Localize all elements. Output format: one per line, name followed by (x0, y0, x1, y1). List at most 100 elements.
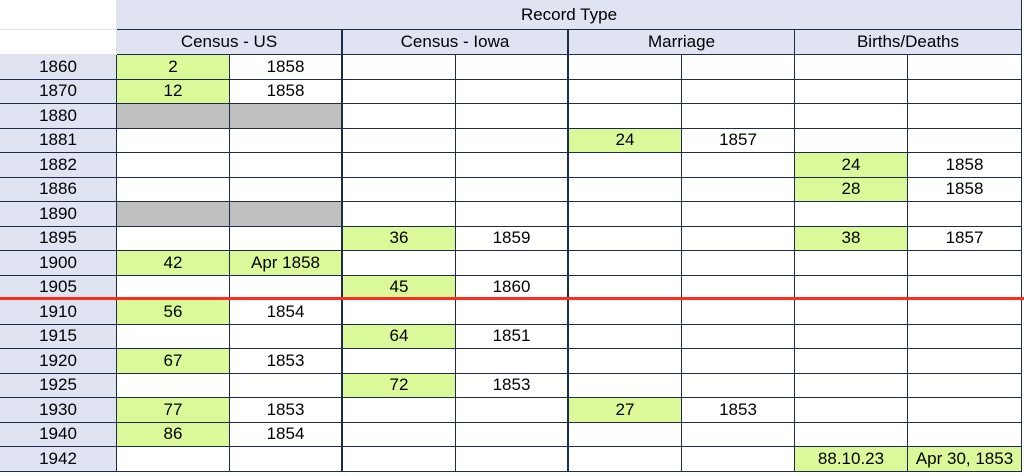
table-cell[interactable] (456, 104, 569, 129)
table-cell[interactable] (795, 55, 908, 80)
table-cell[interactable] (456, 300, 569, 325)
table-cell[interactable] (682, 104, 795, 129)
table-cell[interactable] (343, 55, 456, 80)
table-cell[interactable] (117, 373, 230, 398)
table-cell[interactable] (682, 226, 795, 251)
table-cell[interactable] (795, 300, 908, 325)
table-cell[interactable] (569, 422, 682, 447)
table-cell[interactable] (117, 128, 230, 153)
table-cell[interactable] (795, 324, 908, 349)
table-cell[interactable]: 24 (569, 128, 682, 153)
table-cell[interactable] (795, 398, 908, 423)
table-cell[interactable] (569, 177, 682, 202)
table-cell[interactable] (117, 153, 230, 178)
year-cell[interactable]: 1895 (0, 226, 117, 251)
group-header-marriage[interactable]: Marriage (569, 30, 795, 55)
table-cell[interactable] (908, 300, 1022, 325)
table-cell[interactable] (230, 177, 343, 202)
table-cell[interactable] (456, 79, 569, 104)
table-cell[interactable]: Apr 30, 1853 (908, 447, 1022, 472)
table-cell[interactable] (456, 349, 569, 374)
table-cell[interactable]: 1857 (682, 128, 795, 153)
table-cell[interactable]: Apr 1858 (230, 251, 343, 276)
table-cell[interactable] (117, 202, 230, 227)
table-cell[interactable] (682, 349, 795, 374)
year-cell[interactable]: 1860 (0, 55, 117, 80)
table-cell[interactable] (908, 202, 1022, 227)
table-cell[interactable] (343, 422, 456, 447)
table-cell[interactable] (230, 104, 343, 129)
table-cell[interactable] (117, 226, 230, 251)
table-cell[interactable]: 28 (795, 177, 908, 202)
table-cell[interactable] (682, 79, 795, 104)
table-cell[interactable]: 27 (569, 398, 682, 423)
group-header-census-iowa[interactable]: Census - Iowa (343, 30, 569, 55)
table-cell[interactable]: 24 (795, 153, 908, 178)
table-cell[interactable] (117, 447, 230, 472)
table-cell[interactable] (456, 128, 569, 153)
year-cell[interactable]: 1886 (0, 177, 117, 202)
year-cell[interactable]: 1925 (0, 373, 117, 398)
table-cell[interactable] (343, 398, 456, 423)
table-cell[interactable] (795, 349, 908, 374)
table-cell[interactable]: 56 (117, 300, 230, 325)
table-cell[interactable] (795, 104, 908, 129)
table-cell[interactable]: 1858 (908, 153, 1022, 178)
table-cell[interactable]: 1857 (908, 226, 1022, 251)
table-cell[interactable] (230, 324, 343, 349)
table-cell[interactable] (682, 153, 795, 178)
table-cell[interactable] (908, 104, 1022, 129)
table-cell[interactable] (908, 128, 1022, 153)
table-cell[interactable] (569, 300, 682, 325)
year-cell[interactable]: 1890 (0, 202, 117, 227)
table-cell[interactable]: 67 (117, 349, 230, 374)
table-cell[interactable] (908, 324, 1022, 349)
table-cell[interactable] (343, 202, 456, 227)
table-cell[interactable]: 36 (343, 226, 456, 251)
year-cell[interactable]: 1942 (0, 447, 117, 472)
table-cell[interactable]: 1853 (682, 398, 795, 423)
table-cell[interactable] (682, 447, 795, 472)
table-cell[interactable] (569, 104, 682, 129)
table-cell[interactable] (343, 79, 456, 104)
table-cell[interactable] (908, 398, 1022, 423)
year-cell[interactable]: 1881 (0, 128, 117, 153)
year-cell[interactable]: 1920 (0, 349, 117, 374)
table-cell[interactable] (343, 177, 456, 202)
table-cell[interactable]: 1858 (230, 79, 343, 104)
table-cell[interactable] (456, 55, 569, 80)
table-cell[interactable]: 2 (117, 55, 230, 80)
record-type-header[interactable]: Record Type (117, 0, 1022, 30)
table-cell[interactable] (230, 447, 343, 472)
table-cell[interactable] (795, 373, 908, 398)
table-cell[interactable]: 45 (343, 275, 456, 300)
table-cell[interactable] (343, 128, 456, 153)
table-cell[interactable] (795, 422, 908, 447)
table-cell[interactable] (456, 251, 569, 276)
table-cell[interactable] (569, 447, 682, 472)
table-cell[interactable] (117, 177, 230, 202)
group-header-census-us[interactable]: Census - US (117, 30, 343, 55)
table-cell[interactable] (908, 251, 1022, 276)
table-cell[interactable] (230, 128, 343, 153)
table-cell[interactable]: 1853 (230, 349, 343, 374)
corner-cell-2[interactable] (0, 30, 117, 55)
table-cell[interactable] (343, 447, 456, 472)
table-cell[interactable]: 1853 (456, 373, 569, 398)
year-cell[interactable]: 1910 (0, 300, 117, 325)
table-cell[interactable] (569, 55, 682, 80)
table-cell[interactable]: 12 (117, 79, 230, 104)
table-cell[interactable] (908, 373, 1022, 398)
table-cell[interactable] (230, 153, 343, 178)
table-cell[interactable]: 88.10.23 (795, 447, 908, 472)
table-cell[interactable] (456, 202, 569, 227)
table-cell[interactable] (682, 55, 795, 80)
table-cell[interactable] (117, 104, 230, 129)
table-cell[interactable] (343, 251, 456, 276)
group-header-births-deaths[interactable]: Births/Deaths (795, 30, 1022, 55)
table-cell[interactable]: 38 (795, 226, 908, 251)
year-cell[interactable]: 1940 (0, 422, 117, 447)
table-cell[interactable] (569, 251, 682, 276)
table-cell[interactable]: 1851 (456, 324, 569, 349)
table-cell[interactable] (569, 324, 682, 349)
